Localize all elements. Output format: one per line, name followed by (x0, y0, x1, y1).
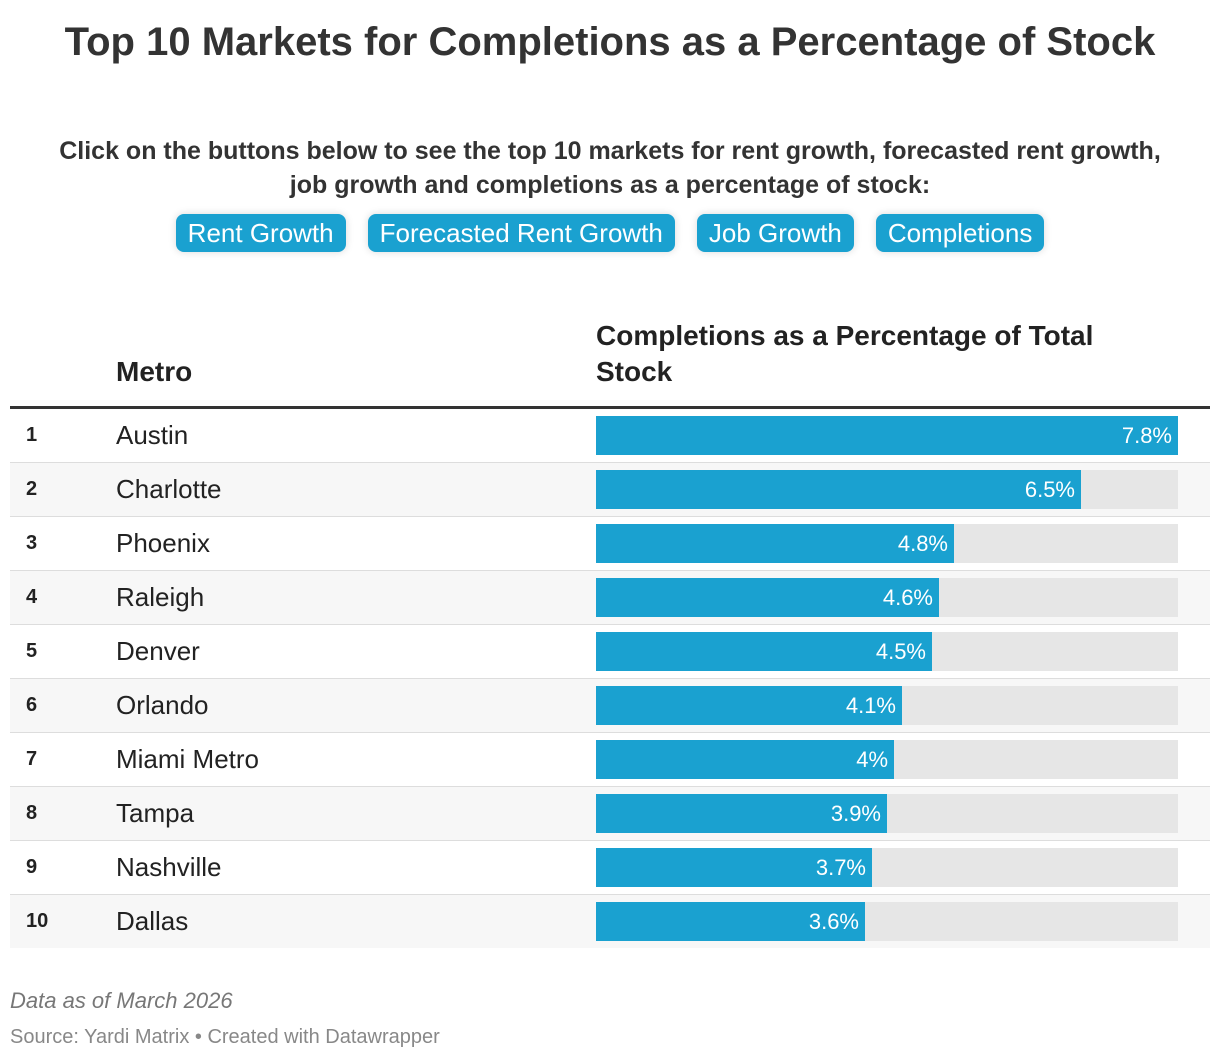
completions-button[interactable]: Completions (875, 214, 1045, 252)
bar: 4.6% (596, 578, 939, 617)
bar-track: 4.8% (596, 524, 1178, 563)
chart-switch-buttons: Rent Growth Forecasted Rent Growth Job G… (0, 214, 1220, 252)
metro-column-header[interactable]: Metro (116, 356, 193, 387)
bar-track: 4.1% (596, 686, 1178, 725)
metro-name: Denver (116, 636, 200, 666)
rank-label: 3 (26, 532, 38, 554)
description-line-1: Click on the buttons below to see the to… (59, 137, 1161, 165)
bar: 7.8% (596, 416, 1178, 455)
bar-track: 7.8% (596, 416, 1178, 455)
source-credit: Source: Yardi Matrix • Created with Data… (10, 1026, 440, 1048)
rank-label: 8 (26, 802, 38, 824)
bar: 3.6% (596, 902, 865, 941)
value-column-header[interactable]: Completions as a Percentage of Total Sto… (596, 320, 1094, 387)
table-row: 8 Tampa 3.9% (10, 787, 1210, 841)
rank-label: 2 (26, 478, 38, 500)
metro-name: Miami Metro (116, 744, 260, 774)
bar: 3.7% (596, 848, 872, 887)
metro-name: Orlando (116, 690, 209, 720)
bar-value-label: 3.9% (830, 801, 881, 826)
bar-value-label: 4% (856, 747, 888, 772)
bar: 4% (596, 740, 894, 779)
metro-name: Charlotte (116, 474, 222, 504)
bar-value-label: 4.8% (897, 531, 948, 556)
rank-label: 10 (26, 910, 49, 932)
chart-title: Top 10 Markets for Completions as a Perc… (64, 20, 1156, 64)
rank-label: 4 (26, 586, 38, 608)
bar-value-label: 4.6% (882, 585, 933, 610)
table-row: 6 Orlando 4.1% (10, 679, 1210, 733)
table-row: 5 Denver 4.5% (10, 625, 1210, 679)
bar: 4.5% (596, 632, 932, 671)
rank-label: 6 (26, 694, 38, 716)
bar: 6.5% (596, 470, 1081, 509)
metro-name: Tampa (116, 798, 195, 828)
bar-value-label: 7.8% (1121, 423, 1172, 448)
rent-growth-button[interactable]: Rent Growth (175, 214, 346, 252)
bar-value-label: 3.6% (808, 909, 859, 934)
table-row: 4 Raleigh 4.6% (10, 571, 1210, 625)
bar-table: 1 Austin 7.8% 2 Charlotte 6.5% 3 Phoenix 4.8% 4 Ra… (10, 409, 1210, 948)
table-row: 7 Miami Metro 4% (10, 733, 1210, 787)
job-growth-button[interactable]: Job Growth (696, 214, 854, 252)
bar-track: 3.9% (596, 794, 1178, 833)
bar-track: 4% (596, 740, 1178, 779)
rank-label: 5 (26, 640, 38, 662)
metro-name: Phoenix (116, 528, 210, 558)
metro-name: Nashville (116, 852, 222, 882)
bar-track: 6.5% (596, 470, 1178, 509)
data-note: Data as of March 2026 (10, 988, 233, 1013)
description-line-2: job growth and completions as a percenta… (289, 171, 931, 199)
bar-track: 3.6% (596, 902, 1178, 941)
metro-name: Dallas (116, 906, 189, 936)
rank-label: 9 (26, 856, 38, 878)
metro-name: Raleigh (116, 582, 205, 612)
rank-label: 1 (26, 424, 38, 446)
metro-name: Austin (116, 420, 189, 450)
table-row: 3 Phoenix 4.8% (10, 517, 1210, 571)
table-row: 9 Nashville 3.7% (10, 841, 1210, 895)
rank-label: 7 (26, 748, 38, 770)
bar-value-label: 4.1% (845, 693, 896, 718)
bar: 4.1% (596, 686, 902, 725)
bar: 4.8% (596, 524, 954, 563)
bar-track: 4.5% (596, 632, 1178, 671)
bar-value-label: 4.5% (875, 639, 926, 664)
forecasted-rent-growth-button[interactable]: Forecasted Rent Growth (367, 214, 675, 252)
table-row: 2 Charlotte 6.5% (10, 463, 1210, 517)
bar-value-label: 3.7% (815, 855, 866, 880)
header-divider (10, 406, 1210, 409)
table-row: 1 Austin 7.8% (10, 409, 1210, 463)
bar-track: 3.7% (596, 848, 1178, 887)
chart-description: Click on the buttons below to see the to… (0, 134, 1220, 202)
bar-value-label: 6.5% (1024, 477, 1075, 502)
table-row: 10 Dallas 3.6% (10, 895, 1210, 948)
bar-track: 4.6% (596, 578, 1178, 617)
bar: 3.9% (596, 794, 887, 833)
